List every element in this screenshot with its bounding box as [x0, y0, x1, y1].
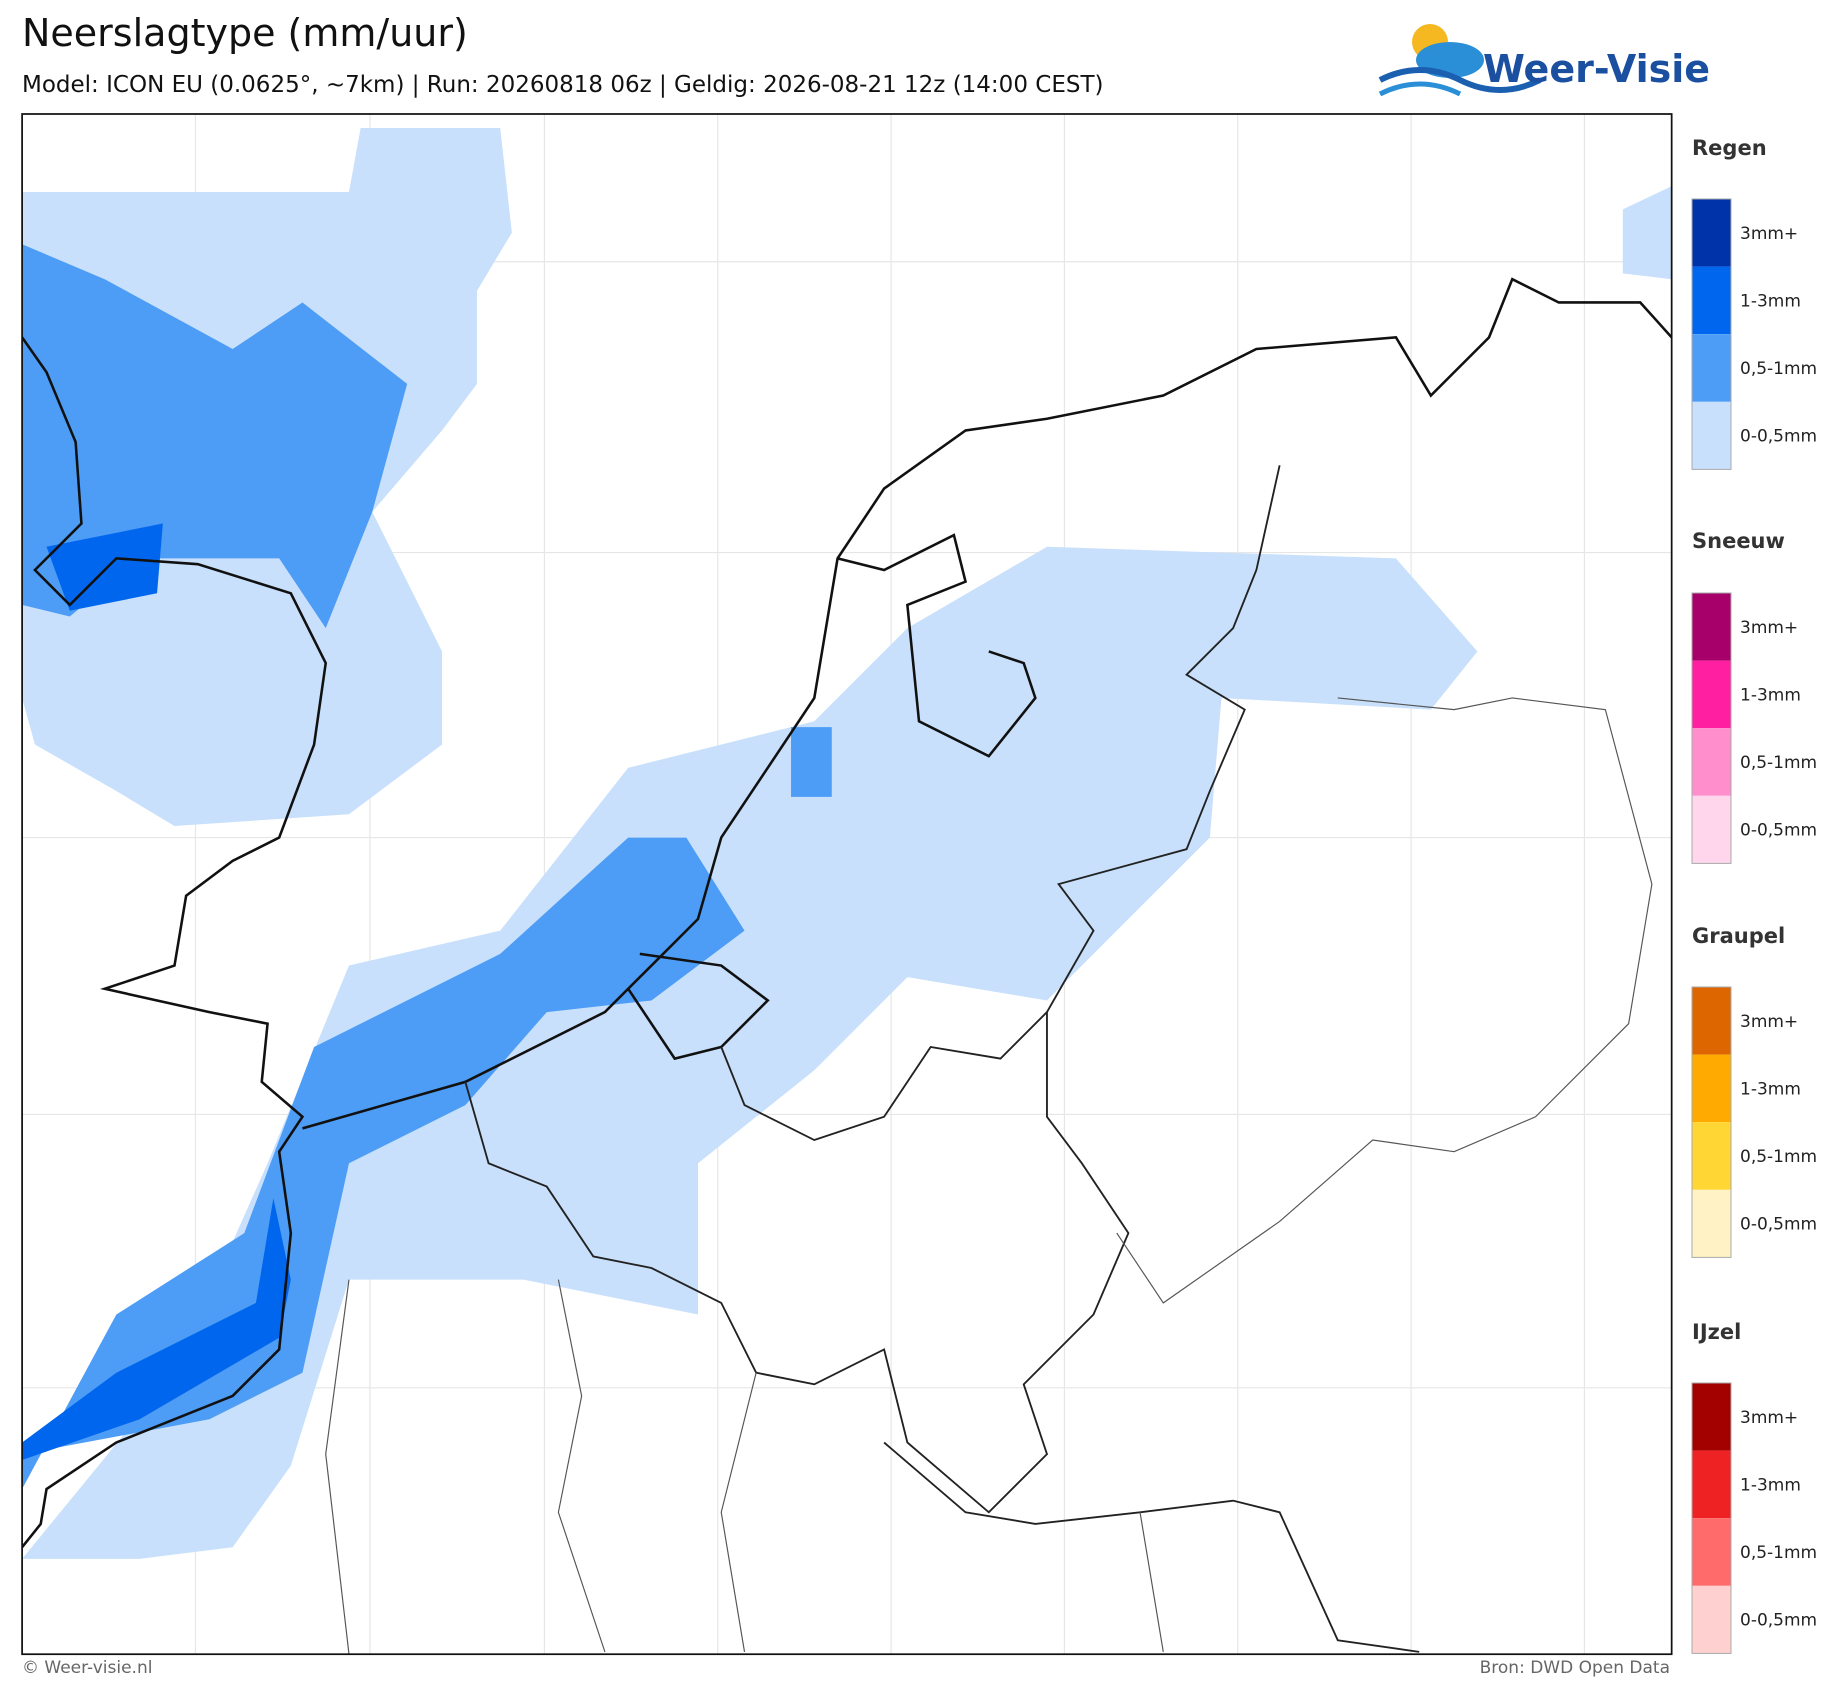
legend-label: 1-3mm — [1740, 291, 1801, 311]
legend-label: 0,5-1mm — [1740, 359, 1817, 379]
source: Bron: DWD Open Data — [1480, 1658, 1670, 1678]
legend-label: 3mm+ — [1740, 1012, 1798, 1032]
copyright: © Weer-visie.nl — [22, 1658, 152, 1678]
legend-swatch — [1692, 334, 1731, 402]
legend-frame — [1691, 592, 1732, 864]
coastlines — [22, 277, 1672, 1548]
legend-label: 1-3mm — [1740, 685, 1801, 705]
precipitation — [22, 127, 1672, 1559]
legend-swatch — [1692, 1383, 1731, 1451]
legend-swatch — [1692, 401, 1731, 470]
legend-title: Graupel — [1692, 924, 1785, 948]
legend-label: 0-0,5mm — [1740, 1215, 1817, 1235]
legend-label: 0-0,5mm — [1740, 427, 1817, 447]
subtitle: Model: ICON EU (0.0625°, ~7km) | Run: 20… — [22, 72, 1103, 98]
legend-title: IJzel — [1692, 1320, 1741, 1344]
legend-title: Sneeuw — [1692, 529, 1785, 553]
legend-frame — [1691, 1382, 1732, 1654]
legend-swatch — [1692, 1585, 1731, 1654]
legend-label: 1-3mm — [1740, 1475, 1801, 1495]
legend-label: 0-0,5mm — [1740, 821, 1817, 841]
regions — [325, 697, 1653, 1655]
logo: Weer-Visie — [1378, 24, 1710, 97]
map-frame — [21, 113, 1673, 1656]
legend-label: 3mm+ — [1740, 618, 1798, 638]
legend-label: 0-0,5mm — [1740, 1611, 1817, 1631]
legend-label: 1-3mm — [1740, 1079, 1801, 1099]
legend: Regen 3mm+ 1-3mm 0,5-1mm 0-0,5mm Sneeuw 3mm+ 1-… — [1691, 136, 1817, 1654]
legend-label: 0,5-1mm — [1740, 753, 1817, 773]
legend-swatch — [1692, 1122, 1731, 1190]
legend-swatch — [1692, 1518, 1731, 1586]
legend-frame — [1691, 986, 1732, 1258]
legend-label: 0,5-1mm — [1740, 1543, 1817, 1563]
legend-label: 0,5-1mm — [1740, 1147, 1817, 1167]
title: Neerslagtype (mm/uur) — [22, 11, 468, 55]
legend-swatch — [1692, 266, 1731, 335]
legend-swatch — [1692, 1189, 1731, 1258]
borders — [464, 465, 1420, 1653]
legend-swatch — [1692, 987, 1731, 1055]
legend-swatch — [1692, 660, 1731, 729]
legend-swatch — [1692, 1450, 1731, 1519]
legend-label: 3mm+ — [1740, 224, 1798, 244]
legend-swatch — [1692, 199, 1731, 267]
logo-text: Weer-Visie — [1483, 47, 1710, 91]
legend-title: Regen — [1692, 136, 1767, 160]
legend-frame — [1691, 198, 1732, 470]
legend-swatch — [1692, 1054, 1731, 1123]
legend-label: 3mm+ — [1740, 1408, 1798, 1428]
map — [21, 113, 1673, 1656]
legend-swatch — [1692, 795, 1731, 864]
legend-swatch — [1692, 593, 1731, 661]
legend-swatch — [1692, 728, 1731, 796]
